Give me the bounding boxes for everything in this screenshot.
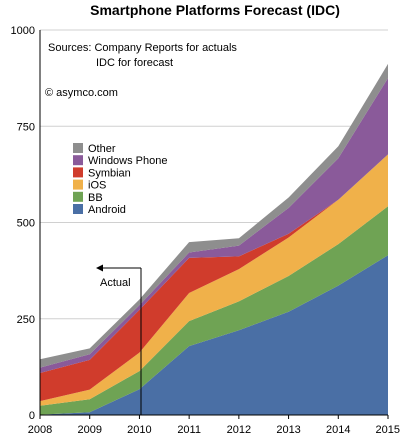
legend-label: Windows Phone (88, 155, 168, 167)
legend-swatch (73, 143, 83, 153)
y-tick-label: 1000 (11, 25, 35, 37)
x-tick-label: 2010 (127, 424, 151, 436)
chart-title: Smartphone Platforms Forecast (IDC) (90, 2, 340, 18)
y-tick-label: 500 (17, 218, 35, 230)
source-note: Sources: Company Reports for actuals (48, 42, 237, 54)
legend-swatch (73, 204, 83, 214)
x-tick-label: 2013 (276, 424, 300, 436)
x-tick-label: 2008 (28, 424, 52, 436)
legend-swatch (73, 180, 83, 190)
x-tick-label: 2009 (77, 424, 101, 436)
y-tick-label: 750 (17, 121, 35, 133)
legend-label: Other (88, 143, 116, 155)
legend-label: Android (88, 204, 126, 216)
forecast-note: IDC for forecast (96, 57, 173, 69)
legend-swatch (73, 155, 83, 165)
x-tick-label: 2014 (326, 424, 350, 436)
legend-label: iOS (88, 180, 106, 192)
actual-label: Actual (100, 277, 131, 289)
arrow-left-icon (96, 265, 103, 272)
y-tick-label: 250 (17, 314, 35, 326)
legend-swatch (73, 192, 83, 202)
legend-label: BB (88, 192, 103, 204)
legend-swatch (73, 167, 83, 177)
y-tick-label: 0 (29, 410, 35, 422)
x-tick-label: 2012 (227, 424, 251, 436)
legend-label: Symbian (88, 167, 131, 179)
x-tick-label: 2011 (177, 424, 201, 436)
copyright-note: © asymco.com (45, 87, 118, 99)
area-series (40, 64, 388, 415)
x-tick-label: 2015 (376, 424, 400, 436)
